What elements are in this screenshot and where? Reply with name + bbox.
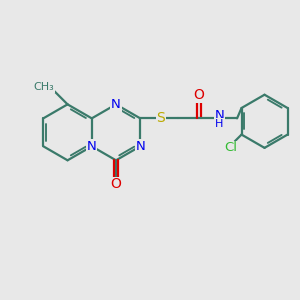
- Text: N: N: [135, 140, 145, 153]
- Text: N: N: [86, 140, 96, 153]
- Text: O: O: [194, 88, 204, 102]
- Text: N: N: [214, 110, 224, 122]
- Text: O: O: [111, 177, 122, 191]
- Text: CH₃: CH₃: [33, 82, 54, 92]
- Text: H: H: [215, 118, 224, 129]
- Text: N: N: [111, 98, 121, 111]
- Text: S: S: [157, 111, 165, 125]
- Text: Cl: Cl: [224, 141, 237, 154]
